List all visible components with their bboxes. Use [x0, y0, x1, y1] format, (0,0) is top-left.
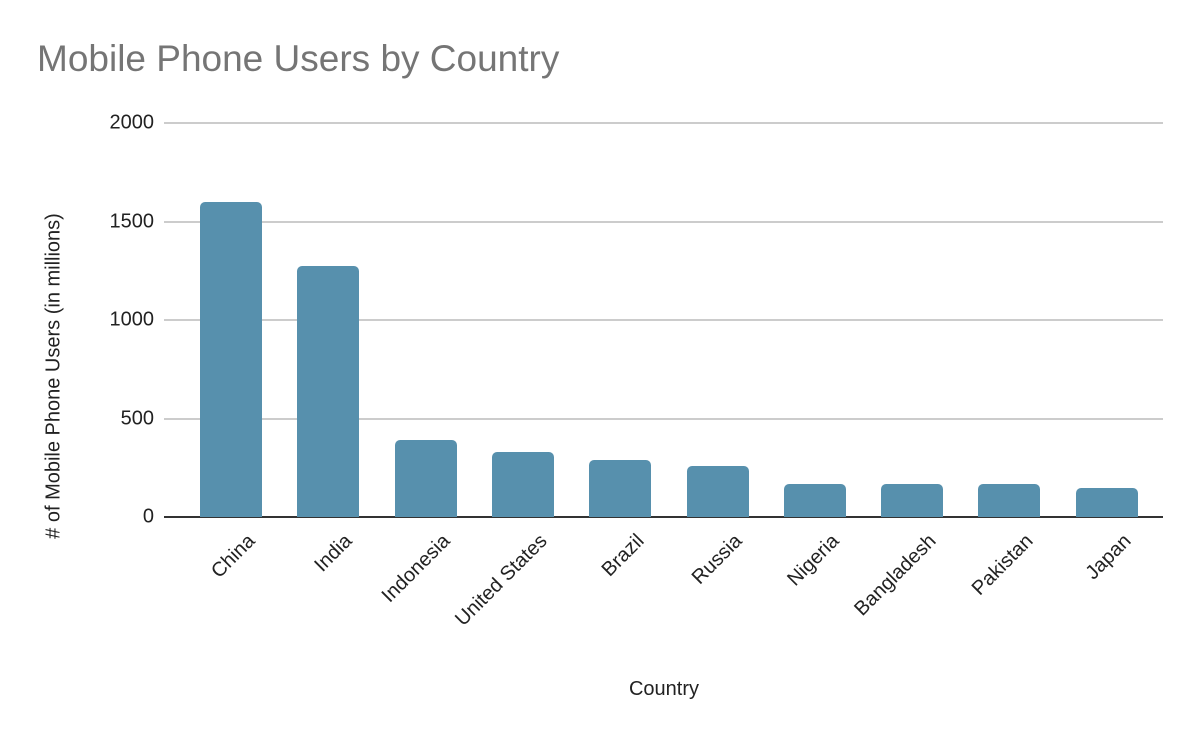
y-axis-label: # of Mobile Phone Users (in millions) — [42, 213, 65, 539]
x-tick-label: Pakistan — [968, 530, 1038, 600]
gridline — [164, 122, 1163, 124]
y-tick-label: 1500 — [109, 210, 155, 232]
x-tick-label: Bangladesh — [850, 530, 941, 621]
bar-brazil — [589, 459, 652, 517]
gridline — [164, 220, 1163, 223]
x-tick-label: Japan — [1081, 530, 1136, 585]
gridline — [164, 417, 1163, 420]
chart-title: Mobile Phone Users by Country — [37, 38, 560, 79]
x-tick-label: China — [207, 530, 260, 583]
bar-japan — [1075, 488, 1138, 517]
bar-china — [200, 201, 262, 517]
bar-indonesia — [394, 440, 457, 517]
bar-nigeria — [783, 483, 846, 517]
x-tick-label: United States — [450, 530, 552, 631]
y-tick-label: 0 — [142, 505, 154, 528]
y-tick-label: 2000 — [109, 111, 155, 134]
bar-bangladesh — [881, 483, 944, 517]
x-axis-line — [164, 516, 1163, 518]
x-tick-label: Russia — [687, 530, 747, 589]
gridline — [164, 319, 1163, 321]
x-tick-label: Indonesia — [377, 530, 455, 607]
y-tick-label: 500 — [120, 407, 154, 429]
bar-russia — [686, 465, 749, 517]
bar-india — [297, 265, 360, 517]
bar-united-states — [491, 451, 554, 517]
x-tick-label: Brazil — [597, 530, 649, 581]
y-tick-label: 1000 — [109, 308, 155, 331]
x-tick-label: India — [310, 530, 357, 577]
x-axis-label: Country — [628, 678, 700, 700]
x-tick-label: Nigeria — [782, 530, 844, 591]
bar-pakistan — [978, 483, 1041, 517]
